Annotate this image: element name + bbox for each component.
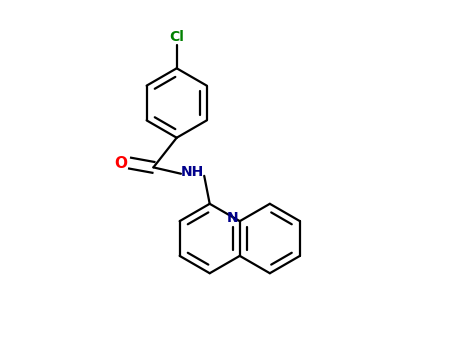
Text: O: O [114, 156, 127, 171]
Text: NH: NH [181, 164, 204, 178]
Text: Cl: Cl [169, 30, 184, 44]
Text: N: N [226, 211, 238, 225]
